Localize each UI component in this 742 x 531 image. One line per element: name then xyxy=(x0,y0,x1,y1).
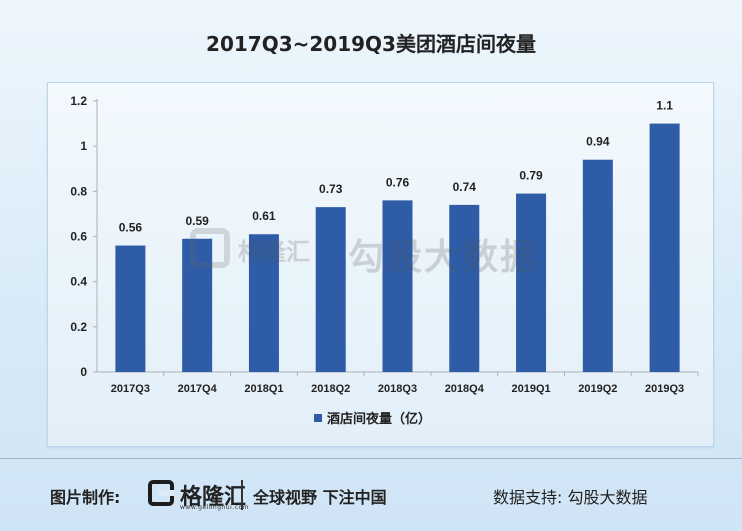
y-tick-label: 0.6 xyxy=(70,230,87,244)
bar xyxy=(115,245,146,372)
bar xyxy=(516,193,547,372)
x-tick-label: 2017Q4 xyxy=(178,383,218,395)
data-label: 1.1 xyxy=(656,99,673,113)
y-tick-label: 0.2 xyxy=(70,320,87,334)
chart-panel: 0 0.2 0.4 0.6 0.8 1 1.2 0.56 2017Q3 0.59 2017Q4 0.6… xyxy=(47,82,714,447)
x-tick-label: 2018Q4 xyxy=(445,383,485,395)
x-tick-label: 2019Q2 xyxy=(578,383,617,395)
bar xyxy=(315,207,346,372)
data-label: 0.79 xyxy=(519,169,543,183)
data-label: 0.76 xyxy=(386,175,410,189)
slogan: 全球视野 下注中国 xyxy=(253,488,387,507)
data-label: 0.56 xyxy=(119,221,143,235)
footer-divider xyxy=(0,458,742,459)
brand-name: 格隆汇 xyxy=(180,485,247,510)
x-tick-label: 2019Q1 xyxy=(511,383,550,395)
chart-title: 2017Q3~2019Q3美团酒店间夜量 xyxy=(206,32,536,56)
brand-logo-gap xyxy=(158,490,174,496)
y-tick-label: 0.4 xyxy=(70,275,87,289)
bar xyxy=(182,238,213,372)
x-tick-label: 2018Q1 xyxy=(244,383,283,395)
footer: 图片制作: 格隆汇 www.gelonghui.com 全球视野 下注中国 数据… xyxy=(0,470,742,520)
y-tick-label: 0 xyxy=(80,365,87,379)
y-tick-label: 1 xyxy=(80,139,87,153)
data-label: 0.73 xyxy=(319,182,343,196)
brand-url: www.gelonghui.com xyxy=(180,504,250,511)
made-by-label: 图片制作: xyxy=(50,488,121,507)
legend-label: 酒店间夜量（亿） xyxy=(327,411,431,427)
x-tick-label: 2018Q2 xyxy=(311,383,350,395)
bar xyxy=(582,159,613,372)
bar xyxy=(649,123,680,372)
bar xyxy=(449,204,480,372)
footer-separator xyxy=(241,480,243,510)
y-tick-label: 0.8 xyxy=(70,184,87,198)
bar xyxy=(248,234,279,372)
y-tick-label: 1.2 xyxy=(70,94,87,108)
x-tick-label: 2017Q3 xyxy=(111,383,150,395)
data-label: 0.74 xyxy=(453,180,477,194)
bar xyxy=(382,200,413,372)
data-label: 0.94 xyxy=(586,135,610,149)
x-tick-label: 2019Q3 xyxy=(645,383,684,395)
data-label: 0.59 xyxy=(185,214,209,228)
legend-swatch xyxy=(314,414,322,422)
bar-chart: 0 0.2 0.4 0.6 0.8 1 1.2 0.56 2017Q3 0.59 2017Q4 0.6… xyxy=(70,94,699,427)
data-label: 0.61 xyxy=(252,209,276,223)
x-tick-label: 2018Q3 xyxy=(378,383,417,395)
data-support: 数据支持: 勾股大数据 xyxy=(493,488,648,507)
